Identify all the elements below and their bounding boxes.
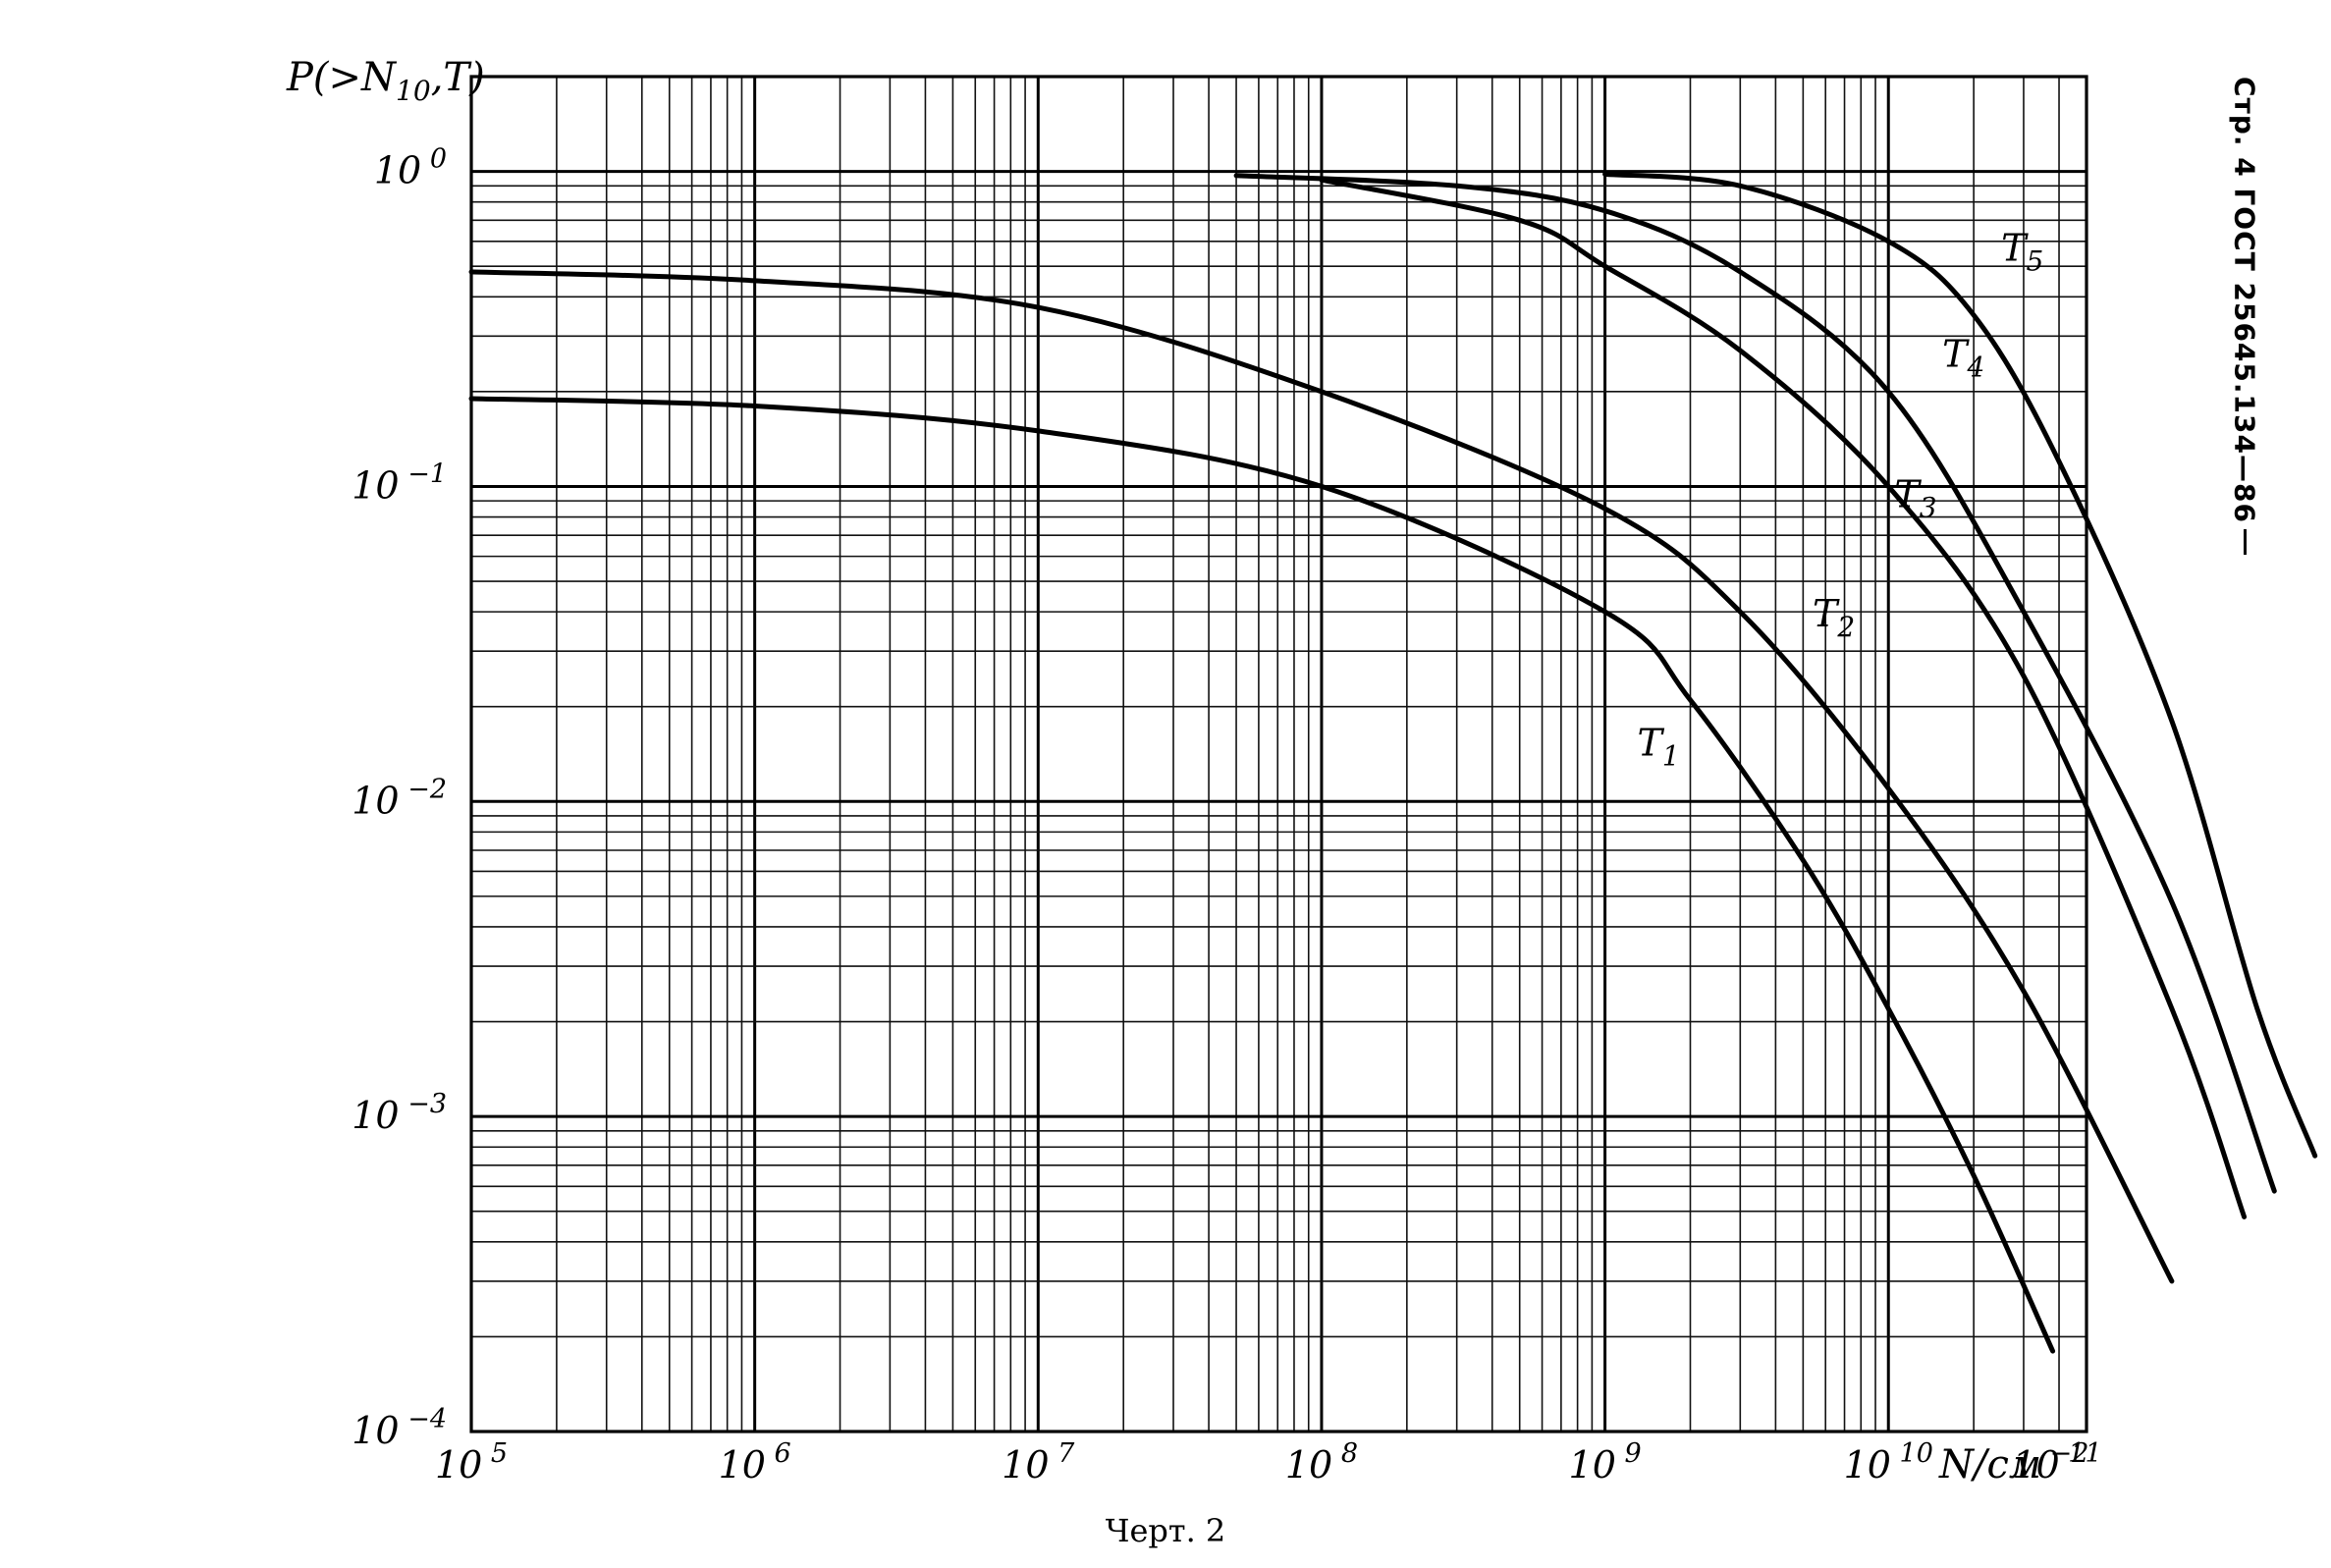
y-tick-label: 10 −4 (352, 1404, 447, 1452)
tick-labels: 10 5 10 6 10 7 10 8 10 9 10 10 10 11 10 0 10 −1 1… (352, 144, 2101, 1487)
y-axis-title: P(>N10,T) (286, 55, 485, 107)
curves: T1 T2 T3 T4 T5 (468, 171, 2318, 1354)
plot-frame (469, 75, 2088, 1433)
x-tick-label: 10 9 (1569, 1438, 1642, 1487)
curve-label-t2: T2 (1813, 592, 1855, 643)
page-reference: Стр. 4 ГОСТ 25645.134—86 (2227, 77, 2262, 555)
page-reference-text: Стр. 4 ГОСТ 25645.134—86 (2228, 77, 2261, 523)
y-tick-label: 10 −3 (352, 1089, 447, 1137)
x-tick-label: 10 7 (1002, 1438, 1075, 1487)
y-tick-label: 10 0 (374, 144, 447, 192)
x-tick-label: 10 6 (719, 1438, 791, 1487)
page-reference-rule (2243, 528, 2247, 555)
curve-t3 (1319, 177, 2248, 1219)
curve-label-t4: T4 (1942, 332, 1984, 383)
y-tick-label: 10 −1 (352, 459, 447, 507)
x-tick-label: 10 11 (2012, 1438, 2101, 1487)
curve-t1 (468, 396, 2056, 1354)
curve-label-t5: T5 (2001, 227, 2043, 278)
curve-label-t1: T1 (1637, 721, 1679, 772)
curve-t4 (1233, 173, 2277, 1194)
x-tick-label: 10 5 (435, 1438, 508, 1487)
x-axis-title: N/см −2 (1938, 1438, 2088, 1487)
x-tick-label: 10 8 (1285, 1438, 1358, 1487)
curve-t5 (1602, 171, 2318, 1159)
curve-label-t3: T3 (1894, 472, 1936, 523)
curve-t2 (468, 269, 2175, 1284)
x-tick-label: 10 10 (1844, 1438, 1933, 1487)
figure-caption: Черт. 2 (1105, 1512, 1226, 1549)
y-tick-label: 10 −2 (352, 774, 447, 822)
